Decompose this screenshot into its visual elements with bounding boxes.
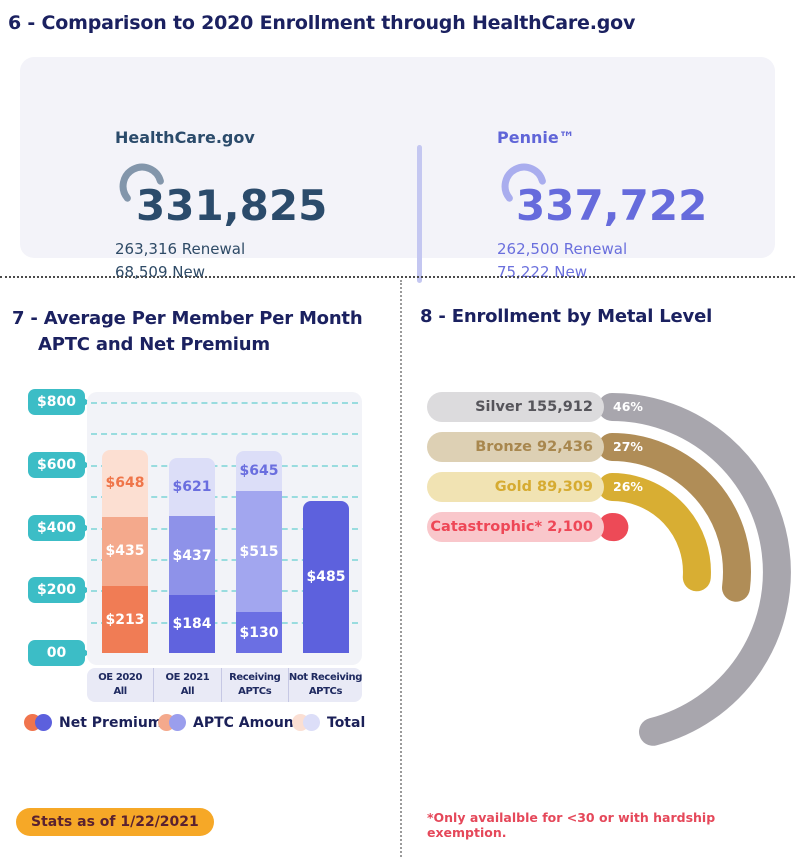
percent-label: 26% xyxy=(613,479,643,494)
gridline xyxy=(91,621,358,624)
pennie-arc-icon xyxy=(501,163,546,202)
gridline xyxy=(91,527,358,530)
healthcare-gov-arc-icon xyxy=(119,163,164,202)
percent-label: 27% xyxy=(613,439,643,454)
bar-value-label: $621 xyxy=(172,479,212,496)
legend-label: Net Premium xyxy=(59,714,163,731)
healthcare-gov-renewal: 263,316 Renewal xyxy=(115,240,246,258)
bar-segment xyxy=(303,500,349,653)
legend-item: Net Premium xyxy=(24,712,162,732)
category-label: OE 2021 All xyxy=(153,668,220,702)
metal-pill: Gold 89,309 xyxy=(427,472,604,502)
healthcare-gov-label: HealthCare.gov xyxy=(115,128,255,147)
pennie-new: 75,222 New xyxy=(497,263,587,281)
healthcare-gov-total: 331,825 xyxy=(136,181,328,230)
category-label: Receiving APTCs xyxy=(220,668,288,702)
percent-label: 46% xyxy=(613,399,643,414)
y-tick-badge: $600 xyxy=(28,451,90,478)
metal-pill: Catastrophic* 2,100 xyxy=(427,512,604,542)
metal-level-arcs xyxy=(598,393,791,746)
section7-title-line2: APTC and Net Premium xyxy=(38,334,270,355)
panel-divider xyxy=(417,145,422,283)
legend-item: APTC Amount xyxy=(158,712,300,732)
y-tick-badge: $400 xyxy=(28,514,90,541)
y-tick-badge: $800 xyxy=(28,389,90,415)
category-label: Not Receiving APTCs xyxy=(287,668,362,702)
pennie-label: Pennie™ xyxy=(497,128,575,147)
metal-arc xyxy=(598,393,791,746)
y-tick-badge: $200 xyxy=(28,577,90,604)
bar-value-label: $485 xyxy=(306,568,346,585)
bar-segment xyxy=(236,612,282,653)
y-tick-badge: 00 xyxy=(28,640,90,666)
stats-date-badge: Stats as of 1/22/2021 xyxy=(16,808,214,836)
healthcare-gov-new: 68,509 New xyxy=(115,263,205,281)
section8-panel: 8 - Enrollment by Metal Level Silver 155… xyxy=(401,280,795,857)
bar-segment xyxy=(102,586,148,653)
gridline xyxy=(91,464,358,467)
bar-value-label: $648 xyxy=(105,475,145,492)
metal-pill: Bronze 92,436 xyxy=(427,432,604,462)
vertical-dotted-divider xyxy=(400,280,402,857)
section7-panel: 7 - Average Per Member Per Month APTC an… xyxy=(0,280,400,857)
comparison-panel: HealthCare.gov 331,825 263,316 Renewal 6… xyxy=(20,57,775,283)
bar-chart-plot: $648 $435 $213 $621 $437 $184 $645 $515 $130 $485 xyxy=(87,392,362,665)
bar-value-label: $130 xyxy=(239,624,279,641)
pennie-total: 337,722 xyxy=(516,181,708,230)
horizontal-dotted-divider xyxy=(0,276,795,278)
x-axis-labels: OE 2020 All OE 2021 All Receiving APTCs Not Re… xyxy=(87,668,362,702)
legend-swatch xyxy=(158,713,187,732)
bar-value-label: $515 xyxy=(239,543,279,560)
catastrophic-footnote: *Only availalble for <30 or with hardshi… xyxy=(427,810,716,840)
metal-pill: Silver 155,912 xyxy=(427,392,604,422)
legend-label: APTC Amount xyxy=(193,714,301,731)
gridline xyxy=(91,496,358,499)
gridline xyxy=(91,590,358,593)
legend-label: Total xyxy=(327,714,366,731)
section8-title: 8 - Enrollment by Metal Level xyxy=(420,306,713,327)
legend-swatch xyxy=(292,713,321,732)
pennie-renewal: 262,500 Renewal xyxy=(497,240,628,258)
metal-arc xyxy=(598,473,711,592)
section7-title: 7 - Average Per Member Per Month APTC an… xyxy=(12,306,363,358)
bar-value-label: $213 xyxy=(105,611,145,628)
gridline xyxy=(91,402,358,404)
gridline xyxy=(91,558,358,561)
section6-title: 6 - Comparison to 2020 Enrollment throug… xyxy=(8,12,636,34)
category-label: OE 2020 All xyxy=(98,672,143,697)
section7-title-line1: 7 - Average Per Member Per Month xyxy=(12,308,363,329)
bar-value-label: $435 xyxy=(105,543,145,560)
bar-value-label: $437 xyxy=(172,547,212,564)
bar-value-label: $184 xyxy=(172,616,212,633)
gridline xyxy=(91,433,358,436)
bar-value-label: $645 xyxy=(239,463,279,480)
bar-segment xyxy=(169,595,215,653)
legend-item: Total xyxy=(292,712,365,732)
metal-arc xyxy=(598,433,751,602)
legend-swatch xyxy=(24,713,53,732)
